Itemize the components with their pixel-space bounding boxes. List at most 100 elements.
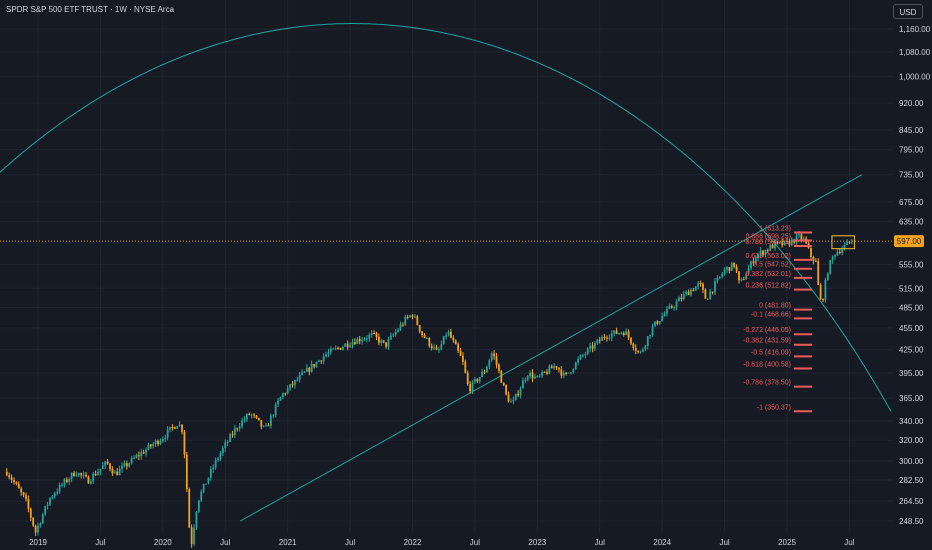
candle	[718, 276, 721, 280]
candle-body	[159, 441, 162, 445]
candle-body	[464, 361, 467, 373]
candle	[457, 342, 460, 353]
candle	[310, 360, 313, 373]
candle-body	[291, 384, 294, 386]
candle	[255, 415, 258, 419]
symbol-title[interactable]: SPDR S&P 500 ETF TRUST · 1W · NYSE Arca	[6, 5, 175, 14]
candle-body	[771, 245, 774, 249]
candle-body	[584, 353, 587, 356]
candle	[315, 361, 318, 368]
candle	[20, 486, 23, 496]
candle-body	[106, 461, 109, 464]
candle-body	[610, 333, 613, 338]
candle	[34, 524, 37, 536]
candle	[577, 356, 580, 366]
candle-body	[706, 298, 709, 300]
fib-level: -1 (350.37)	[757, 404, 812, 413]
candle-body	[171, 426, 174, 428]
candle	[728, 267, 731, 274]
candle	[44, 505, 47, 516]
candle-body	[166, 429, 169, 438]
price-tick-label: 1,160.00	[899, 25, 931, 34]
candle	[493, 350, 496, 360]
candle-body	[747, 268, 750, 275]
candle-body	[17, 483, 20, 489]
candle-body	[822, 299, 824, 301]
candle-body	[603, 336, 606, 338]
candle-body	[414, 316, 416, 318]
candle-body	[786, 240, 788, 242]
candle	[236, 427, 239, 432]
candle	[63, 477, 66, 488]
candle-body	[116, 471, 119, 476]
candle-body	[428, 337, 431, 346]
price-axis: 1,160.00 1,080.00 1,000.00 920.00 845.00 795.…	[899, 25, 931, 526]
candle	[233, 424, 236, 438]
candle-body	[248, 414, 251, 416]
candle-body	[325, 354, 327, 357]
candle	[327, 348, 330, 358]
candle	[534, 373, 536, 379]
candle-body	[601, 336, 604, 341]
candle-body	[781, 241, 784, 246]
candle-body	[361, 340, 363, 342]
candle-body	[654, 321, 656, 327]
candle	[610, 330, 613, 342]
candle-body	[10, 477, 13, 481]
candle	[836, 248, 839, 257]
candle	[829, 259, 832, 275]
candle	[778, 241, 781, 245]
candle	[205, 483, 207, 485]
candle-body	[562, 372, 565, 376]
candle-body	[438, 349, 440, 351]
candle	[620, 331, 623, 335]
candle-body	[836, 251, 839, 256]
candle-body	[313, 364, 315, 367]
candle-body	[445, 335, 448, 337]
candle	[137, 451, 140, 461]
candle	[608, 334, 611, 341]
candle-body	[776, 241, 779, 243]
price-tick-label: 735.00	[899, 171, 924, 180]
candle-body	[73, 472, 75, 477]
candle	[65, 477, 68, 484]
candle-body	[750, 261, 752, 269]
candle	[582, 353, 584, 358]
candle-body	[293, 380, 296, 386]
currency-button[interactable]: USD	[893, 4, 923, 19]
candle	[183, 430, 186, 459]
candle	[224, 439, 227, 452]
current-price-tag: 597.00	[894, 235, 924, 248]
candle	[541, 370, 544, 378]
candle	[733, 262, 736, 269]
candle	[817, 257, 820, 285]
candle-body	[572, 369, 575, 373]
candle-body	[759, 250, 762, 255]
candle-body	[709, 291, 712, 299]
candle	[353, 338, 356, 345]
candle	[524, 377, 527, 384]
candle-body	[77, 473, 80, 476]
candle-body	[200, 491, 203, 501]
time-tick-label: Jul	[470, 538, 480, 547]
candle-body	[466, 372, 469, 385]
candle-body	[694, 286, 697, 291]
candle	[68, 477, 71, 485]
candle-body	[824, 279, 827, 301]
candle-body	[142, 452, 145, 454]
candle	[822, 298, 824, 302]
price-tick-label: 365.00	[899, 394, 924, 403]
price-tick-label: 300.00	[899, 457, 924, 466]
candle-body	[219, 453, 222, 459]
candle-body	[625, 331, 628, 336]
candle-body	[450, 331, 452, 338]
candle-body	[205, 483, 207, 485]
candle	[464, 359, 467, 374]
candle	[730, 261, 733, 271]
candle	[584, 351, 587, 359]
candle-body	[548, 366, 551, 374]
time-tick-label: 2023	[528, 538, 546, 547]
candle	[637, 350, 640, 354]
candle	[601, 334, 604, 341]
